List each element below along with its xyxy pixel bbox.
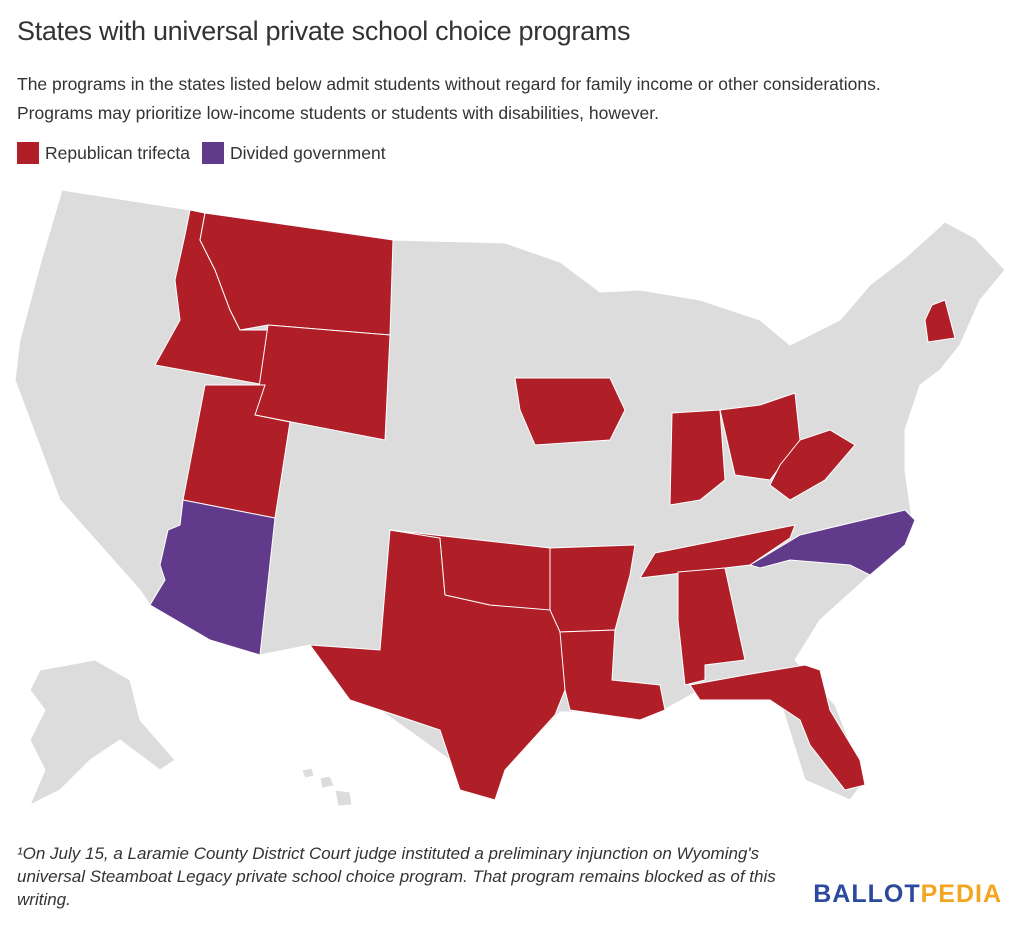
ballotpedia-logo: BALLOTPEDIA <box>813 880 1002 908</box>
hawaii-island-2 <box>319 775 335 789</box>
subtitle: The programs in the states listed below … <box>17 70 1017 128</box>
alaska <box>29 659 176 807</box>
legend-swatch-republican <box>17 142 39 164</box>
state-louisiana <box>559 629 666 721</box>
state-iowa <box>514 377 626 446</box>
state-north-carolina <box>748 509 916 576</box>
legend-item-republican: Republican trifecta <box>17 142 190 164</box>
legend-swatch-divided <box>201 142 224 164</box>
state-florida <box>689 664 866 791</box>
legend-label-republican: Republican trifecta <box>45 142 190 163</box>
hawaii-island-3 <box>334 789 353 807</box>
subtitle-line-2: Programs may prioritize low-income stude… <box>17 103 659 123</box>
hawaii-island-1 <box>301 767 315 779</box>
chart-title: States with universal private school cho… <box>17 16 631 46</box>
legend: Republican trifecta Divided government <box>17 142 398 164</box>
state-tennessee <box>639 524 796 579</box>
state-indiana <box>669 409 726 506</box>
state-new-hampshire <box>924 299 956 343</box>
state-alabama <box>677 567 746 686</box>
legend-label-divided: Divided government <box>229 142 386 163</box>
us-map <box>14 189 1006 807</box>
state-arizona <box>149 499 276 656</box>
subtitle-line-1: The programs in the states listed below … <box>17 74 881 94</box>
state-montana <box>199 212 394 336</box>
footnote: ¹On July 15, a Laramie County District C… <box>17 844 776 909</box>
legend-item-divided: Divided government <box>201 142 386 164</box>
state-west-virginia <box>769 429 856 501</box>
